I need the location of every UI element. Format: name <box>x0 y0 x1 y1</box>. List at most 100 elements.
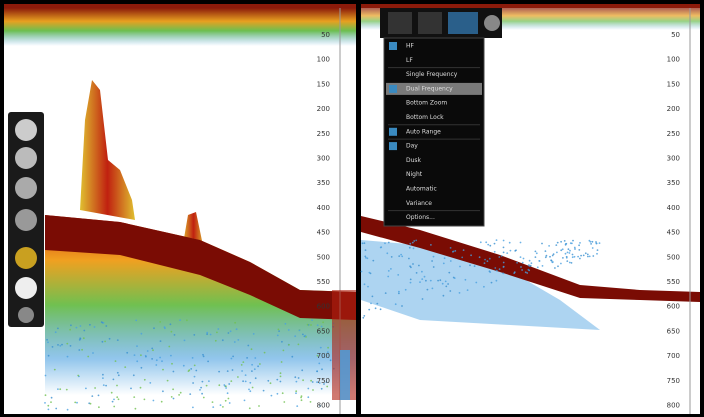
echo-dot <box>448 271 451 274</box>
echo-dot <box>74 401 77 404</box>
echo-dot <box>53 368 56 371</box>
tool-button[interactable] <box>15 147 37 169</box>
echo-dot <box>102 377 104 379</box>
echo-dot <box>242 361 245 363</box>
echo-dot <box>390 268 392 270</box>
echo-dot <box>445 285 448 288</box>
echo-dot <box>201 392 204 395</box>
echo-dot <box>564 252 567 255</box>
menu-item[interactable]: Auto Range <box>406 128 441 135</box>
echo-dot <box>113 405 116 408</box>
echo-dot <box>506 252 509 255</box>
echo-dot <box>270 394 273 397</box>
echo-dot <box>452 250 455 253</box>
echo-dot <box>152 349 154 352</box>
echo-dot <box>564 243 567 245</box>
echo-dot <box>527 268 530 271</box>
echo-dot <box>47 404 50 407</box>
echo-dot <box>502 239 505 242</box>
echo-dot <box>371 295 374 298</box>
depth-label: 200 <box>667 105 680 113</box>
echo-dot <box>387 270 390 272</box>
depth-label: 700 <box>317 352 330 360</box>
echo-dot <box>398 292 400 295</box>
toolbar-button[interactable] <box>484 15 500 31</box>
menu-item[interactable]: Bottom Lock <box>406 114 444 121</box>
echo-dot <box>47 341 49 344</box>
menu-item[interactable]: Options... <box>406 214 435 221</box>
echo-dot <box>494 267 497 269</box>
menu-item[interactable]: Bottom Zoom <box>406 100 447 107</box>
tool-button[interactable] <box>15 177 37 199</box>
echo-dot <box>77 374 80 377</box>
echo-dot <box>387 241 390 244</box>
echo-dot <box>598 242 601 245</box>
echo-dot <box>437 279 439 282</box>
menu-item[interactable]: Dusk <box>406 157 422 164</box>
echo-dot <box>208 380 210 382</box>
echo-dot <box>134 407 137 410</box>
tool-button[interactable] <box>18 307 34 323</box>
echo-dot <box>386 252 389 255</box>
tool-button[interactable] <box>15 119 37 141</box>
menu-item[interactable]: Day <box>406 143 418 150</box>
echo-dot <box>302 379 304 382</box>
echo-dot <box>116 371 119 374</box>
echo-dot <box>595 241 597 243</box>
echo-dot <box>311 381 314 383</box>
echo-dot <box>296 405 299 407</box>
echo-dot <box>116 396 119 399</box>
echo-dot <box>61 343 63 346</box>
tool-button[interactable] <box>15 247 37 269</box>
menu-item[interactable]: LF <box>406 57 413 64</box>
echo-dot <box>479 241 482 244</box>
echo-dot <box>415 272 418 274</box>
echo-dot <box>205 384 208 387</box>
echo-dot <box>190 368 193 370</box>
echo-dot <box>560 240 562 243</box>
echo-dot <box>300 399 303 402</box>
echo-dot <box>216 331 218 334</box>
echo-dot <box>47 408 50 411</box>
menu-item[interactable]: Single Frequency <box>406 71 458 78</box>
depth-label: 650 <box>317 327 330 335</box>
depth-label: 600 <box>317 303 330 311</box>
menu-item[interactable]: Night <box>406 171 423 178</box>
menu-item[interactable]: Dual Frequency <box>406 85 453 92</box>
menu-item[interactable]: Variance <box>406 200 432 207</box>
echo-dot <box>362 316 365 319</box>
tool-button[interactable] <box>15 277 37 299</box>
echo-dot <box>309 401 312 403</box>
echo-dot <box>571 256 574 259</box>
echo-dot <box>421 270 423 273</box>
echo-dot <box>541 265 544 267</box>
echo-dot <box>178 394 181 396</box>
echo-dot <box>423 275 426 278</box>
echo-dot <box>475 281 478 284</box>
toolbar-button[interactable] <box>418 12 442 34</box>
echo-dot <box>193 334 196 336</box>
echo-dot <box>454 250 457 252</box>
echo-dot <box>249 390 252 393</box>
menu-item[interactable]: Automatic <box>406 186 437 193</box>
depth-label: 250 <box>317 130 330 138</box>
echo-dot <box>186 319 188 322</box>
echo-dot <box>159 340 162 342</box>
tool-button[interactable] <box>15 209 37 231</box>
echo-dot <box>569 249 571 252</box>
echo-dot <box>225 385 227 388</box>
menu-item[interactable]: HF <box>406 43 415 50</box>
echo-dot <box>81 348 83 351</box>
echo-dot <box>563 240 566 242</box>
echo-dot <box>55 407 58 410</box>
echo-dot <box>50 401 52 403</box>
toolbar-button[interactable] <box>448 12 478 34</box>
echo-dot <box>459 265 461 268</box>
echo-dot <box>452 276 455 279</box>
toolbar-button[interactable] <box>388 12 412 34</box>
echo-dot <box>515 249 517 252</box>
depth-label: 400 <box>317 204 330 212</box>
echo-dot <box>419 281 421 283</box>
echo-dot <box>520 266 522 268</box>
